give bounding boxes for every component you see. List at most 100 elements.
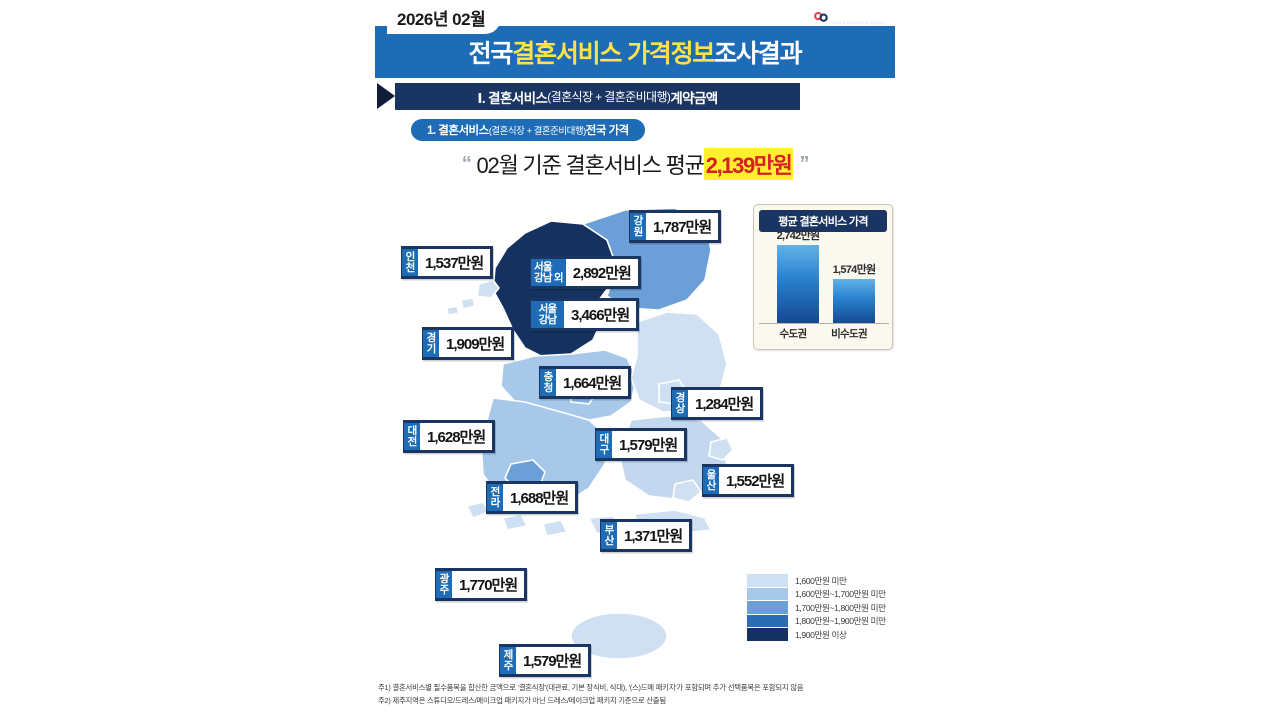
map-label-gangwon: 강 원 1,787만원 bbox=[629, 210, 722, 244]
map-label-gangwon-value: 1,787만원 bbox=[646, 212, 720, 242]
logo-text: 한국소비자원 Korea Consumer Agency bbox=[832, 9, 888, 26]
map-label-jeolla-value: 1,688만원 bbox=[503, 483, 577, 513]
bar-group-sudogwon: 2,742만원 bbox=[777, 230, 820, 324]
map-label-busan-tag: 부 산 bbox=[600, 521, 617, 551]
headline-amount: 2,139만원 bbox=[703, 148, 794, 180]
map-label-jeju-value: 1,579만원 bbox=[516, 646, 590, 676]
inset-bar-chart: 평균 결혼서비스 가격 2,742만원 1,574만원 수도권 비수도권 bbox=[753, 204, 893, 350]
map-label-seoul-gangnam: 서울 강남 3,466만원 bbox=[530, 298, 640, 332]
map-region-incheon-small2 bbox=[446, 305, 460, 316]
legend-label-tier1: 1,600만원~1,700만원 미만 bbox=[795, 589, 886, 599]
map-label-jeju: 제 주 1,579만원 bbox=[499, 644, 592, 678]
page-title-part2: 조사결과 bbox=[714, 40, 802, 68]
organization-logo: 한국소비자원 Korea Consumer Agency bbox=[813, 9, 888, 26]
section-banner: Ⅰ. 결혼서비스 (결혼식장 + 결혼준비대행) 계약금액 bbox=[395, 83, 800, 110]
section-banner-arrow bbox=[377, 83, 395, 109]
inset-chart-title: 평균 결혼서비스 가격 bbox=[759, 210, 887, 232]
legend-row: 1,700만원~1,800만원 미만 bbox=[747, 601, 886, 614]
map-label-seoul-gangnam-oe: 서울 강남 외 2,892만원 bbox=[530, 256, 641, 290]
map-label-incheon-tag: 인 천 bbox=[401, 248, 418, 278]
bar-category-bisudogwon: 비수도권 bbox=[831, 328, 868, 340]
legend-row: 1,800만원~1,900만원 미만 bbox=[747, 614, 886, 628]
map-islands-southwest3 bbox=[542, 519, 568, 537]
consumer-agency-logo-icon bbox=[813, 9, 829, 25]
section-banner-suffix: 계약금액 bbox=[670, 90, 718, 106]
map-label-gangwon-tag: 강 원 bbox=[629, 212, 646, 242]
map-label-gyeonggi-tag: 경 기 bbox=[422, 329, 439, 359]
bar-group-bisudogwon: 1,574만원 bbox=[833, 264, 876, 324]
quote-open-mark: “ bbox=[461, 152, 472, 175]
page-title-highlight: 결혼서비스 가격정보 bbox=[512, 40, 715, 68]
map-legend: 1,600만원 미만 1,600만원~1,700만원 미만 1,700만원~1,… bbox=[747, 574, 886, 642]
logo-name-en: Korea Consumer Agency bbox=[832, 20, 886, 25]
map-label-daegu: 대 구 1,579만원 bbox=[595, 428, 688, 462]
map-region-incheon-islands bbox=[476, 279, 500, 299]
map-label-jeolla-tag: 전 라 bbox=[486, 483, 503, 513]
map-label-gyeongsang-tag: 경 상 bbox=[671, 389, 688, 419]
subsection-pill: 1. 결혼서비스 (결혼식장 + 결혼준비대행) 전국 가격 bbox=[411, 119, 645, 141]
map-label-daejeon-tag: 대 전 bbox=[403, 422, 420, 452]
map-region-incheon-small1 bbox=[460, 297, 476, 310]
legend-label-tier0: 1,600만원 미만 bbox=[795, 575, 847, 586]
page-title: 전국 결혼서비스 가격정보 조사결과 bbox=[375, 26, 895, 78]
map-label-jeju-tag: 제 주 bbox=[499, 646, 516, 676]
bar-value-sudogwon: 2,742만원 bbox=[776, 230, 821, 242]
legend-label-tier4: 1,900만원 이상 bbox=[795, 629, 847, 640]
map-label-busan: 부 산 1,371만원 bbox=[600, 519, 693, 553]
map-label-ulsan: 울 산 1,552만원 bbox=[702, 464, 795, 498]
map-label-ulsan-value: 1,552만원 bbox=[719, 466, 793, 496]
map-region-busan bbox=[672, 479, 702, 503]
korea-choropleth-map: 강 원 1,787만원 인 천 1,537만원 서울 강남 외 2,892만원 … bbox=[375, 188, 915, 678]
header-blue-bar bbox=[375, 26, 895, 78]
section-banner-paren: (결혼식장 + 결혼준비대행) bbox=[547, 90, 671, 104]
bar-bisudogwon bbox=[833, 279, 875, 324]
bar-value-bisudogwon: 1,574만원 bbox=[832, 264, 877, 276]
legend-row: 1,600만원~1,700만원 미만 bbox=[747, 587, 886, 601]
map-label-jeolla: 전 라 1,688만원 bbox=[486, 481, 579, 515]
headline-text: 02월 기준 결혼서비스 평균 bbox=[476, 153, 705, 178]
map-label-daegu-tag: 대 구 bbox=[595, 430, 612, 460]
legend-swatch-tier2 bbox=[747, 601, 788, 614]
map-label-daejeon: 대 전 1,628만원 bbox=[403, 420, 496, 454]
map-label-seoul-gangnam-oe-value: 2,892만원 bbox=[565, 258, 639, 288]
map-label-seoul-gangnam-value: 3,466만원 bbox=[564, 300, 638, 330]
map-label-gyeongsang-value: 1,284만원 bbox=[688, 389, 762, 419]
legend-swatch-tier3 bbox=[747, 614, 788, 628]
headline-statement: “02월 기준 결혼서비스 평균 2,139만원” bbox=[375, 148, 895, 180]
inset-chart-plot: 2,742만원 1,574만원 bbox=[759, 230, 889, 324]
legend-label-tier3: 1,800만원~1,900만원 미만 bbox=[795, 616, 886, 626]
bar-category-sudogwon: 수도권 bbox=[779, 328, 808, 340]
map-label-gwangju-tag: 광 주 bbox=[435, 570, 452, 600]
footnotes: 주1) 결혼서비스별 필수품목을 합산한 금액으로 '결혼식장'(대관료, 기본… bbox=[378, 682, 938, 708]
map-label-gwangju: 광 주 1,770만원 bbox=[435, 568, 528, 602]
map-region-ulsan bbox=[708, 437, 734, 461]
map-label-daegu-value: 1,579만원 bbox=[612, 430, 686, 460]
page-title-part1: 전국 bbox=[468, 40, 514, 68]
map-label-gyeongsang: 경 상 1,284만원 bbox=[671, 387, 764, 421]
legend-label-tier2: 1,700만원~1,800만원 미만 bbox=[795, 602, 886, 613]
legend-swatch-tier4 bbox=[747, 628, 788, 641]
section-banner-number: Ⅰ. 결혼서비스 bbox=[477, 90, 548, 106]
map-islands-southwest2 bbox=[502, 513, 528, 531]
footnote-2: 주2) 제주지역은 스튜디오/드레스/메이크업 패키지가 아닌 드레스/메이크업… bbox=[378, 695, 666, 705]
map-label-gyeonggi-value: 1,909만원 bbox=[439, 329, 513, 359]
subsection-pill-main: 1. 결혼서비스 bbox=[427, 125, 489, 137]
inset-chart-axis bbox=[759, 323, 889, 325]
legend-row: 1,600만원 미만 bbox=[747, 574, 886, 587]
subsection-pill-suffix: 전국 가격 bbox=[585, 125, 630, 137]
subsection-pill-paren: (결혼식장 + 결혼준비대행) bbox=[488, 126, 587, 137]
map-label-ulsan-tag: 울 산 bbox=[702, 466, 719, 496]
map-label-gyeonggi: 경 기 1,909만원 bbox=[422, 327, 515, 361]
map-label-daejeon-value: 1,628만원 bbox=[420, 422, 494, 452]
map-label-seoul-gangnam-oe-tag: 서울 강남 외 bbox=[530, 258, 566, 288]
legend-row: 1,900만원 이상 bbox=[747, 628, 886, 641]
bar-sudogwon bbox=[777, 245, 819, 324]
map-label-busan-value: 1,371만원 bbox=[617, 521, 691, 551]
map-label-gwangju-value: 1,770만원 bbox=[452, 570, 526, 600]
legend-swatch-tier0 bbox=[747, 574, 788, 587]
map-region-jeju bbox=[570, 612, 668, 660]
map-label-chungcheong-value: 1,664만원 bbox=[556, 368, 630, 398]
map-label-incheon-value: 1,537만원 bbox=[418, 248, 492, 278]
map-label-chungcheong: 충 청 1,664만원 bbox=[539, 366, 632, 400]
legend-swatch-tier1 bbox=[747, 587, 788, 601]
